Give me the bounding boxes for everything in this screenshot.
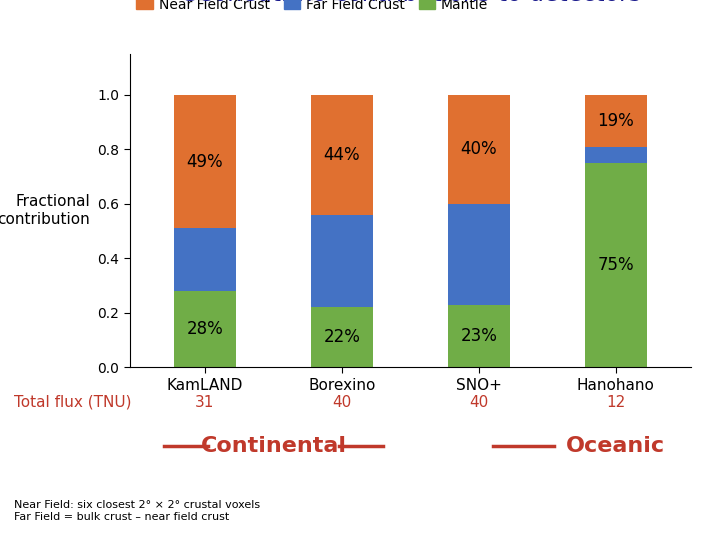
Text: 31: 31 [195,395,215,410]
Text: 75%: 75% [598,256,634,274]
Bar [585,95,647,146]
Text: Far Field = bulk crust – near field crust: Far Field = bulk crust – near field crus… [14,512,230,522]
Text: Continental: Continental [200,435,346,456]
Bar [174,95,235,228]
Bar [174,228,235,291]
Bar [448,204,510,305]
Bar [448,305,510,367]
Bar [174,291,235,367]
Text: 44%: 44% [323,146,360,164]
Text: 40: 40 [469,395,488,410]
Legend: Near Field Crust, Far Field Crust, Mantle: Near Field Crust, Far Field Crust, Mantl… [131,0,494,17]
Text: 19%: 19% [598,112,634,130]
Y-axis label: Fractional
contribution: Fractional contribution [0,194,90,227]
Bar [448,95,510,204]
Bar [585,163,647,367]
Bar [311,95,373,215]
Bar [311,307,373,367]
Title: Geoneutrino contributions to detectors: Geoneutrino contributions to detectors [180,0,641,6]
Text: 22%: 22% [323,328,360,346]
Text: Oceanic: Oceanic [567,435,665,456]
Text: Total flux (TNU): Total flux (TNU) [14,395,132,410]
Text: 40%: 40% [461,140,498,158]
Text: 23%: 23% [461,327,498,345]
Text: 28%: 28% [186,320,223,338]
Text: 12: 12 [606,395,626,410]
Bar [311,215,373,307]
Text: 40: 40 [333,395,351,410]
Bar [585,146,647,163]
Text: Near Field: six closest 2° × 2° crustal voxels: Near Field: six closest 2° × 2° crustal … [14,500,261,510]
Text: 49%: 49% [186,153,223,171]
